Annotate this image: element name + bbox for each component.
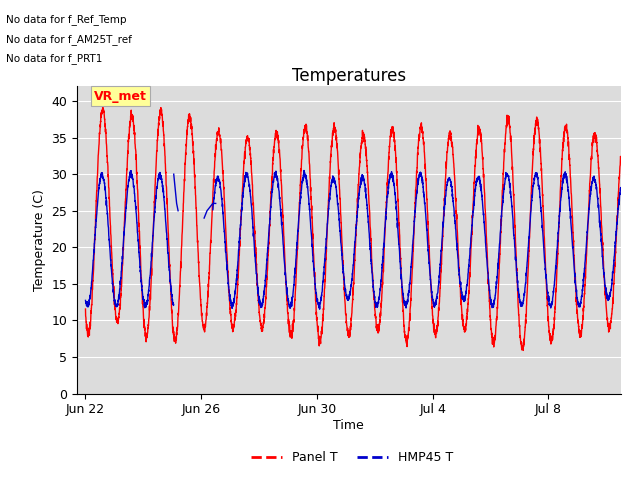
X-axis label: Time: Time	[333, 419, 364, 432]
Text: No data for f_Ref_Temp: No data for f_Ref_Temp	[6, 14, 127, 25]
Text: VR_met: VR_met	[94, 90, 147, 103]
Title: Temperatures: Temperatures	[292, 67, 406, 85]
Text: No data for f_PRT1: No data for f_PRT1	[6, 53, 103, 64]
Text: No data for f_AM25T_ref: No data for f_AM25T_ref	[6, 34, 132, 45]
Y-axis label: Temperature (C): Temperature (C)	[33, 189, 45, 291]
Legend: Panel T, HMP45 T: Panel T, HMP45 T	[246, 446, 458, 469]
